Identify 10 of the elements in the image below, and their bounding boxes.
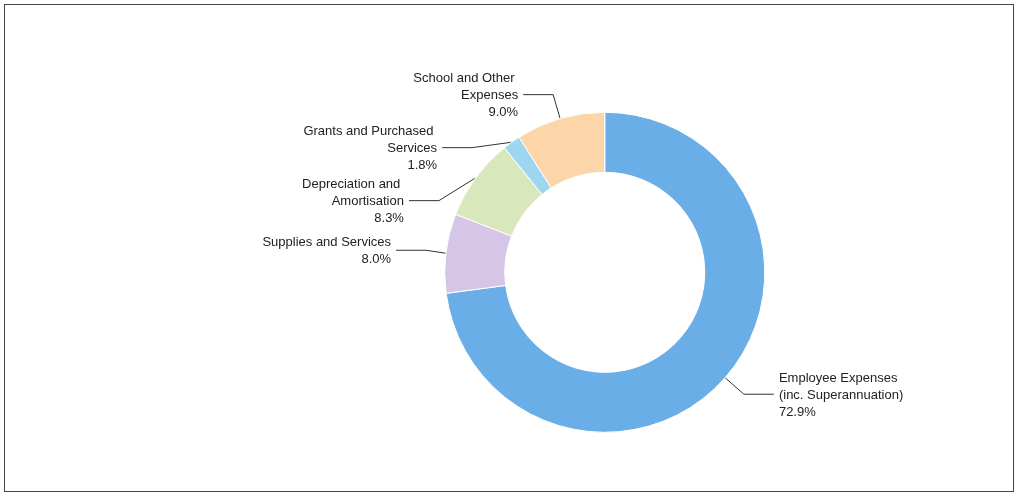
slice-label: Grants and Purchased Services	[303, 123, 438, 156]
data-label: 8.0%	[361, 251, 392, 267]
data-label: 8.3%	[374, 210, 405, 226]
slice-label: Supplies and Services	[262, 234, 392, 250]
slice-label: School and Other Expenses	[413, 70, 519, 103]
data-label: 72.9%	[778, 403, 817, 419]
slice-label: Depreciation and Amortisation	[302, 176, 404, 209]
data-label: 9.0%	[488, 104, 519, 120]
data-label: 1.8%	[407, 157, 438, 173]
slice-label: Employee Expenses (inc. Superannuation)	[778, 369, 904, 402]
